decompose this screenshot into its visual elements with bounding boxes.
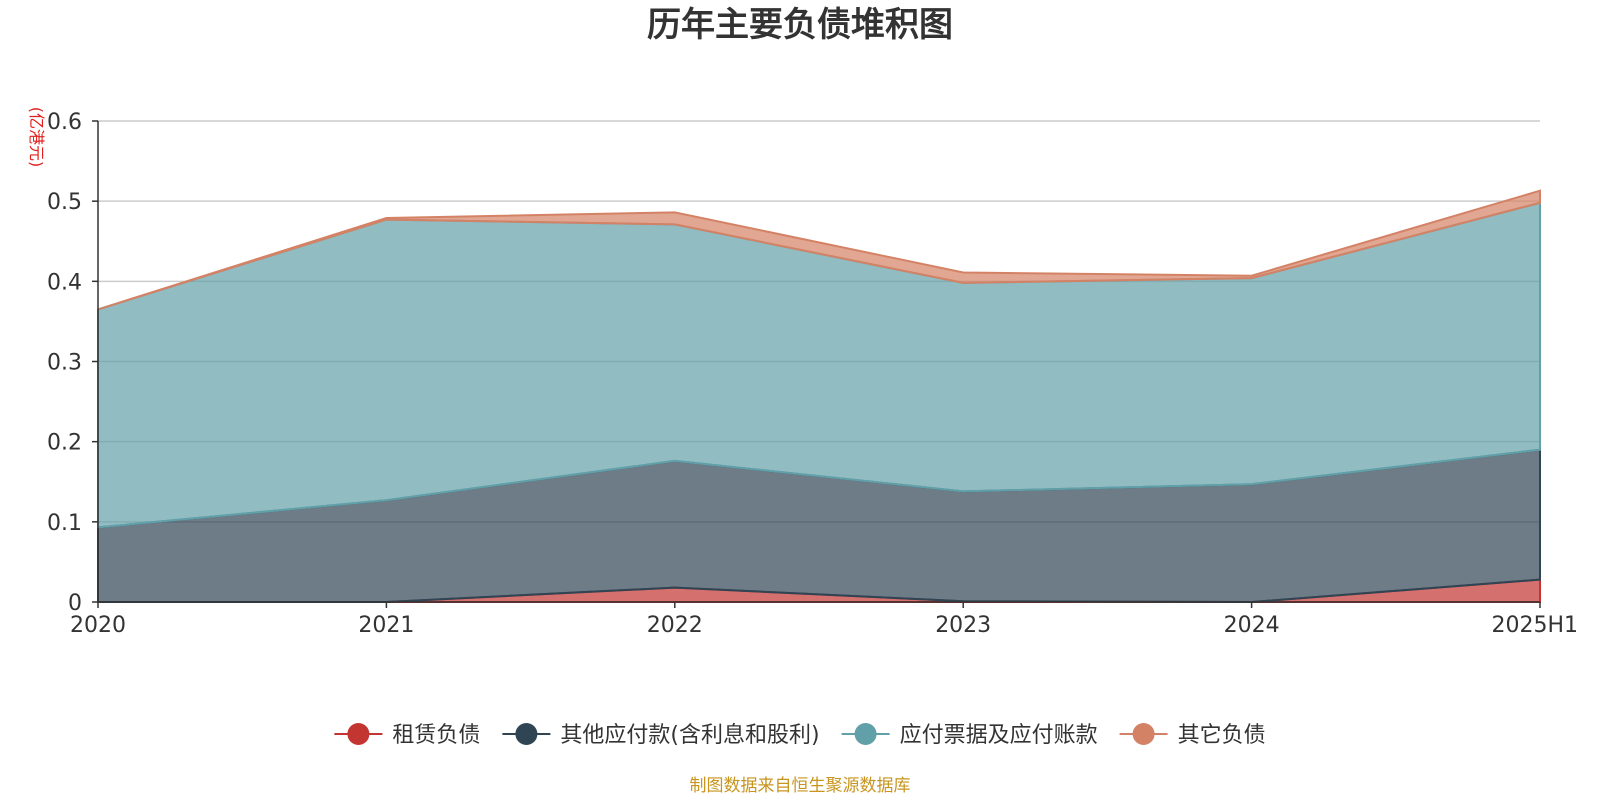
legend-label: 其他应付款(含利息和股利) xyxy=(560,723,819,748)
legend-label: 其它负债 xyxy=(1178,723,1266,748)
x-tick-label: 2022 xyxy=(647,613,703,638)
area-series-4 xyxy=(97,189,1541,311)
legend-item: 其它负债 xyxy=(1119,723,1266,748)
x-tick-label: 2023 xyxy=(935,613,991,638)
legend-item: 其他应付款(含利息和股利) xyxy=(502,723,820,748)
x-tick-label: 2025H1 xyxy=(1491,613,1578,638)
axes: 0 0.1 0.2 0.3 0.4 0.5 0.6 2020 2021 2022 2023 2024 2… xyxy=(47,110,1578,638)
y-tick-label: 0.6 xyxy=(47,110,82,135)
x-tick-label: 2024 xyxy=(1224,613,1280,638)
y-tick-label: 0.2 xyxy=(47,431,82,456)
legend-marker-icon xyxy=(515,723,538,745)
x-tick-label: 2021 xyxy=(358,613,414,638)
y-axis-unit-label: (亿港元) xyxy=(27,107,46,168)
y-tick-label: 0.4 xyxy=(47,270,82,295)
data-source-note: 制图数据来自恒生聚源数据库 xyxy=(690,776,911,796)
y-tick-label: 0.1 xyxy=(47,511,82,536)
legend-marker-icon xyxy=(347,723,370,745)
legend-label: 租赁负债 xyxy=(392,723,480,748)
chart-title: 历年主要负债堆积图 xyxy=(647,5,953,45)
y-tick-label: 0.5 xyxy=(47,190,82,215)
legend-label: 应付票据及应付账款 xyxy=(900,723,1098,748)
area-series-group xyxy=(97,189,1541,604)
x-tick-label: 2020 xyxy=(70,613,126,638)
legend-item: 租赁负债 xyxy=(334,723,480,748)
legend-marker-icon xyxy=(1132,723,1155,745)
y-tick-label: 0 xyxy=(68,591,82,616)
legend-marker-icon xyxy=(854,723,877,745)
legend-item: 应付票据及应付账款 xyxy=(841,723,1098,748)
legend: 租赁负债 其他应付款(含利息和股利) 应付票据及应付账款 其它负债 xyxy=(334,723,1266,748)
y-tick-label: 0.3 xyxy=(47,351,82,376)
